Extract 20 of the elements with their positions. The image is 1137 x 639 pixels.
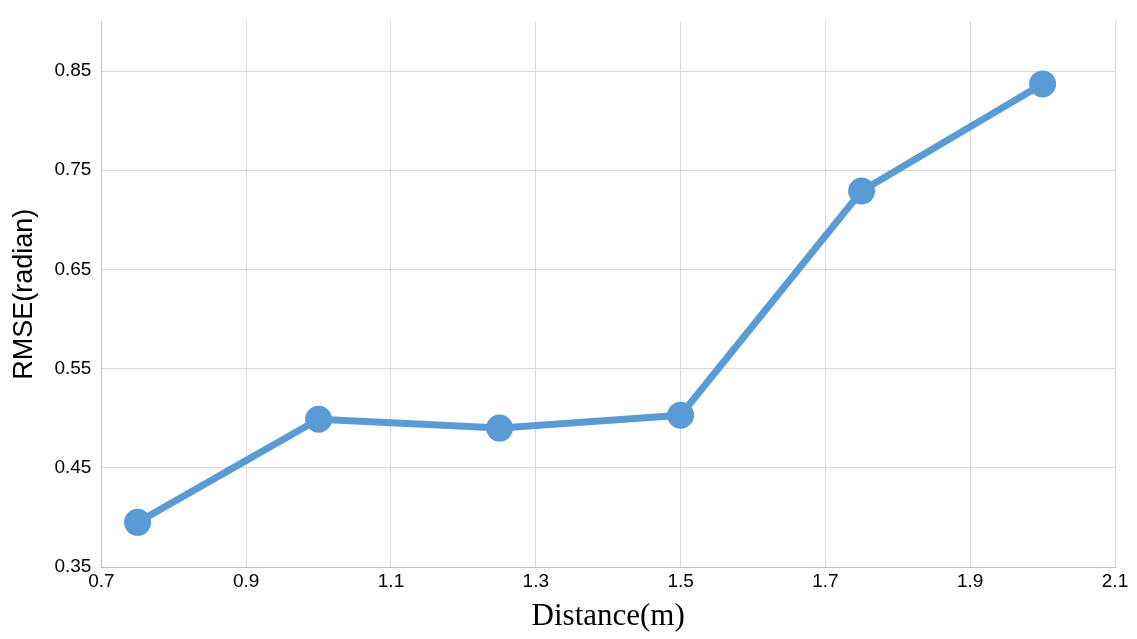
y-tick-label: 0.85	[54, 59, 92, 81]
point	[124, 508, 152, 536]
y-tick-label: 0.55	[54, 356, 92, 378]
point	[305, 405, 333, 433]
y-axis-title: RMSE(radian)	[7, 208, 38, 380]
x-axis-title: Distance(m)	[531, 596, 685, 632]
point	[667, 401, 695, 429]
y-tick-label: 0.75	[54, 158, 92, 180]
y-tick-label: 0.65	[54, 257, 92, 279]
x-tick-label: 1.1	[377, 569, 405, 591]
point	[1029, 70, 1057, 98]
point	[848, 177, 876, 205]
x-tick-label: 1.9	[956, 569, 984, 591]
x-tick-label: 0.9	[232, 569, 260, 591]
point	[486, 414, 514, 442]
x-tick-label: 1.5	[667, 569, 694, 591]
x-tick-label: 1.7	[812, 569, 839, 591]
x-tick-label: 1.3	[522, 569, 549, 591]
x-tick-label: 2.1	[1101, 569, 1129, 591]
y-tick-label: 0.45	[54, 456, 92, 478]
